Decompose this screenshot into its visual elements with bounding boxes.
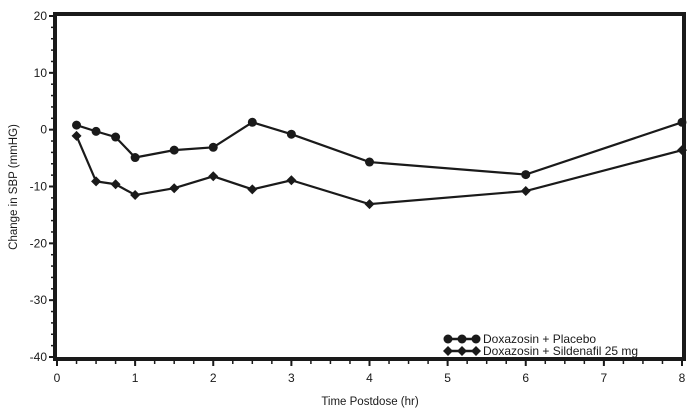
series-line [76,121,683,176]
diamond-marker [286,175,297,186]
y-tick-label: 0 [40,123,47,137]
x-tick-label: 8 [679,371,686,385]
diamond-marker [110,179,121,190]
circle-marker [677,117,687,127]
diamond-marker [91,176,102,187]
y-tick-label: 10 [34,66,48,80]
x-tick-label: 5 [444,371,451,385]
y-tick-label: -10 [30,180,48,194]
x-tick-label: 1 [132,371,139,385]
diamond-marker [247,184,258,195]
x-axis-ticks: 0 1 2 3 4 5 6 7 8 [54,359,686,385]
diamond-marker [471,346,481,356]
x-tick-label: 2 [210,371,217,385]
circle-marker [365,157,374,167]
circle-marker [457,334,467,344]
y-tick-label: -30 [30,293,48,307]
x-tick-label: 3 [288,371,295,385]
series-1 [72,117,687,180]
diamond-marker [71,130,82,141]
y-axis-ticks: 20 10 0 -10 -20 -30 -40 [30,9,55,364]
circle-marker [521,170,531,180]
x-tick-label: 7 [601,371,608,385]
series-layer [71,117,687,210]
circle-marker [247,117,257,127]
circle-marker [111,132,121,142]
circle-marker [471,334,481,344]
x-tick-label: 4 [366,371,373,385]
diamond-marker [169,183,180,194]
circle-marker [91,126,101,136]
circle-marker [169,145,179,155]
circle-marker [208,142,218,152]
x-axis-title: Time Postdose (hr) [321,396,419,408]
legend-item: Doxazosin + Sildenafil 25 mg [443,344,638,358]
diamond-marker [443,346,453,356]
diamond-marker [130,190,141,201]
circle-marker [130,153,140,163]
x-tick-label: 6 [522,371,529,385]
plot-frame [53,12,686,361]
legend-item: Doxazosin + Placebo [443,332,596,346]
x-tick-label: 0 [54,371,61,385]
series-line [75,135,683,206]
y-axis-title: Change in SBP (mmHG) [8,124,20,250]
diamond-marker [364,199,375,210]
diamond-marker [457,346,467,356]
circle-marker [286,129,296,139]
circle-marker [443,334,453,344]
diamond-marker [677,145,687,156]
diamond-marker [520,186,531,197]
series-2 [71,130,687,210]
y-tick-label: 20 [34,9,48,23]
y-tick-label: -40 [30,350,48,364]
diamond-marker [208,171,219,182]
legend-label: Doxazosin + Placebo [483,332,596,346]
y-tick-label: -20 [30,236,48,250]
circle-marker [72,120,82,130]
legend-label: Doxazosin + Sildenafil 25 mg [483,344,638,358]
